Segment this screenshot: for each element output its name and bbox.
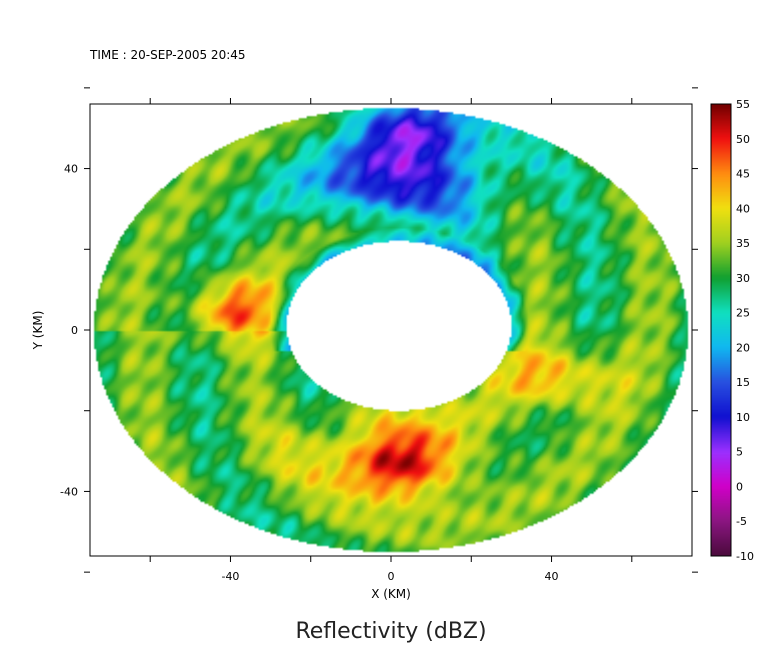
colorbar-frame (710, 103, 732, 557)
x-tick-label-0: -40 (221, 570, 239, 583)
x-tick-label-1: 0 (388, 570, 395, 583)
colorbar-label-1: 50 (736, 133, 750, 146)
colorbar-gradient (711, 104, 731, 556)
chart-title: Reflectivity (dBZ) (295, 619, 486, 644)
colorbar-label-2: 45 (736, 168, 750, 181)
colorbar-label-10: 5 (736, 446, 743, 459)
reflectivity-heatmap (90, 104, 692, 556)
x-axis-ticks: -40 0 40 (149, 98, 633, 583)
y-axis-ticks: -40 0 40 (60, 87, 698, 573)
y-tick-label-1: 0 (71, 324, 78, 337)
y-tick-label-2: 40 (64, 163, 78, 176)
x-axis-label: X (KM) (371, 587, 411, 601)
y-tick-label-0: -40 (60, 485, 78, 498)
colorbar-label-3: 40 (736, 202, 750, 215)
colorbar-label-11: 0 (736, 480, 743, 493)
colorbar-label-8: 15 (736, 376, 750, 389)
colorbar-label-12: -5 (736, 515, 747, 528)
x-tick-label-2: 40 (545, 570, 559, 583)
colorbar-label-5: 30 (736, 272, 750, 285)
colorbar-label-4: 35 (736, 237, 750, 250)
plot-area: -40 0 40 -40 0 40 (60, 87, 698, 583)
colorbar-label-0: 55 (736, 98, 750, 111)
colorbar-label-6: 25 (736, 307, 750, 320)
colorbar-label-13: -10 (736, 550, 754, 563)
colorbar-label-9: 10 (736, 411, 750, 424)
colorbar-label-7: 20 (736, 341, 750, 354)
y-axis-label: Y (KM) (31, 311, 45, 351)
time-label: TIME : 20-SEP-2005 20:45 (89, 48, 246, 62)
